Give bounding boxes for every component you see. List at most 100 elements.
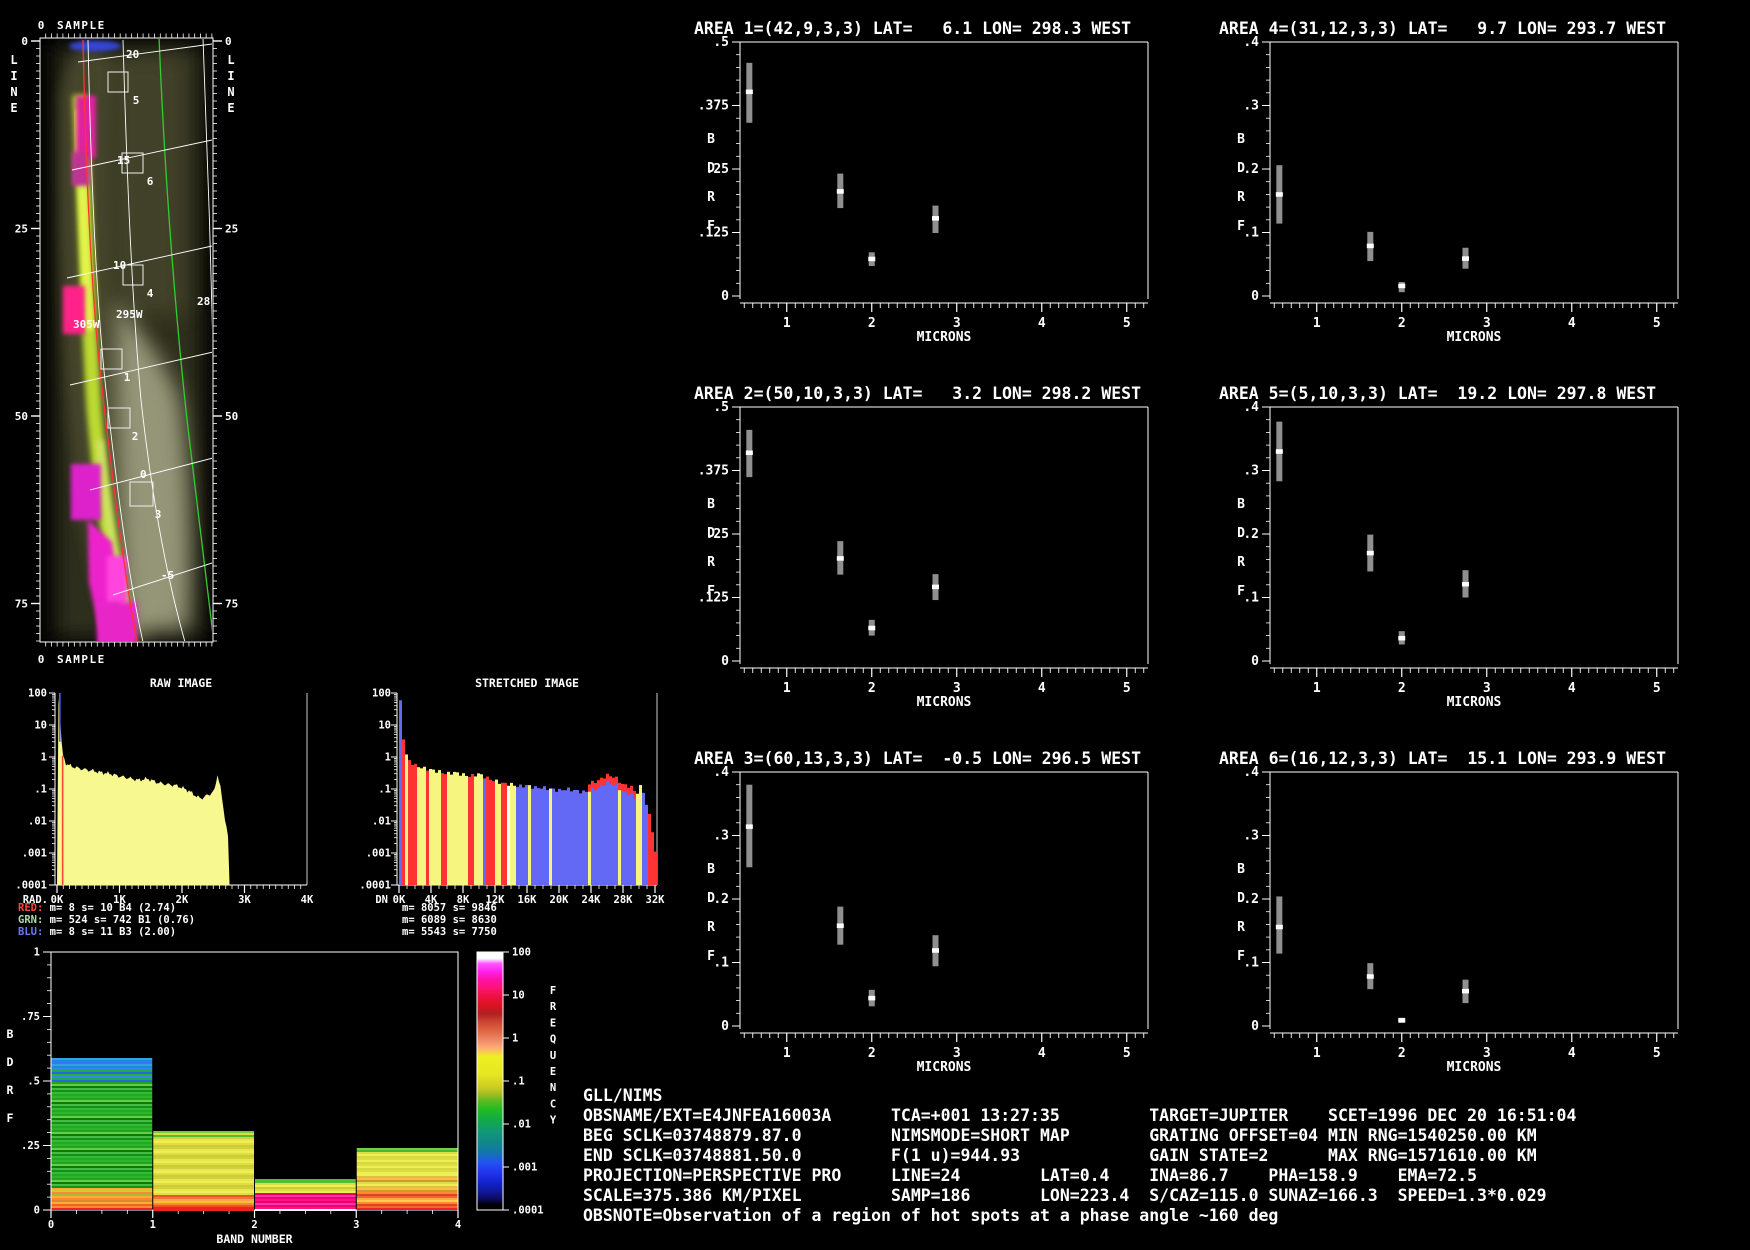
- svg-text:1K: 1K: [113, 894, 126, 906]
- svg-text:4: 4: [455, 1219, 461, 1231]
- svg-text:D: D: [707, 161, 715, 176]
- svg-text:4: 4: [1568, 681, 1576, 696]
- svg-text:0: 0: [38, 19, 45, 32]
- svg-text:SAMPLE: SAMPLE: [57, 19, 106, 32]
- svg-text:5: 5: [1653, 316, 1661, 331]
- svg-text:B: B: [707, 132, 715, 147]
- svg-text:DN: DN: [375, 894, 388, 906]
- svg-text:0: 0: [1251, 289, 1259, 304]
- svg-text:75: 75: [225, 598, 238, 611]
- footer-line-projection: PROJECTION=PERSPECTIVE PRO LINE=24 LAT=0…: [583, 1166, 1478, 1185]
- raw-image-histogram: RAW IMAGE 100 10 1 .1 .01 .001 .0001 0K 1K 2K 3K 4K R…: [15, 676, 314, 938]
- footer-line-instrument: GLL/NIMS: [583, 1086, 663, 1105]
- svg-text:20K: 20K: [550, 894, 570, 906]
- svg-text:10: 10: [512, 990, 525, 1002]
- svg-text:.001: .001: [512, 1162, 537, 1174]
- svg-text:.4: .4: [1243, 400, 1259, 415]
- svg-text:50: 50: [15, 410, 28, 423]
- svg-text:.3: .3: [1243, 829, 1259, 844]
- svg-text:.1: .1: [378, 784, 391, 796]
- svg-text:4: 4: [1568, 316, 1576, 331]
- area5-plot-title: AREA 5=(5,10,3,3) LAT= 19.2 LON= 297.8 W…: [1219, 384, 1657, 403]
- svg-text:R: R: [707, 920, 715, 935]
- area4-plot-title: AREA 4=(31,12,3,3) LAT= 9.7 LON= 293.7 W…: [1219, 19, 1667, 38]
- area-box-label-2: 2: [132, 430, 139, 443]
- svg-text:MICRONS: MICRONS: [1447, 1060, 1502, 1075]
- svg-text:.5: .5: [713, 35, 729, 50]
- svg-text:1: 1: [150, 1219, 156, 1231]
- svg-text:.2: .2: [1243, 892, 1259, 907]
- svg-text:.4: .4: [1243, 35, 1259, 50]
- svg-text:1: 1: [783, 316, 791, 331]
- svg-text:R: R: [550, 1001, 557, 1013]
- area-box-5: [107, 71, 129, 93]
- svg-text:E: E: [10, 101, 17, 115]
- svg-text:0: 0: [1251, 654, 1259, 669]
- svg-text:0: 0: [1251, 1019, 1259, 1034]
- grid-label--5: -5: [161, 569, 174, 582]
- svg-text:B: B: [1237, 497, 1245, 512]
- svg-text:100: 100: [28, 688, 47, 700]
- raw-hist-stat-grn: GRN: m= 524 s= 742 B1 (0.76): [18, 914, 195, 926]
- svg-text:B: B: [707, 862, 715, 877]
- footer-line-end-sclk: END SCLK=03748881.50.0 F(1 u)=944.93 GAI…: [583, 1146, 1537, 1165]
- svg-text:MICRONS: MICRONS: [917, 330, 972, 345]
- svg-text:D: D: [1237, 891, 1245, 906]
- svg-text:1: 1: [1313, 316, 1321, 331]
- svg-text:N: N: [550, 1082, 556, 1094]
- svg-text:MICRONS: MICRONS: [917, 1060, 972, 1075]
- svg-text:0K: 0K: [51, 894, 64, 906]
- svg-text:L: L: [10, 53, 17, 67]
- svg-text:5: 5: [1123, 681, 1131, 696]
- svg-text:0: 0: [21, 35, 28, 48]
- grid-label-10: 10: [113, 259, 126, 272]
- svg-text:.75: .75: [21, 1011, 40, 1023]
- svg-text:5: 5: [1123, 1046, 1131, 1061]
- svg-text:.0001: .0001: [512, 1205, 544, 1217]
- svg-text:75: 75: [15, 598, 28, 611]
- svg-text:.001: .001: [22, 848, 47, 860]
- area-box-label-4: 4: [147, 287, 154, 300]
- svg-text:3: 3: [1483, 1046, 1491, 1061]
- grid-label-0: 0: [140, 468, 147, 481]
- area6-plot-title: AREA 6=(16,12,3,3) LAT= 15.1 LON= 293.9 …: [1219, 749, 1667, 768]
- footer-line-beg-sclk: BEG SCLK=03748879.87.0 NIMSMODE=SHORT MA…: [583, 1126, 1537, 1145]
- svg-text:2: 2: [251, 1219, 257, 1231]
- svg-text:4: 4: [1038, 1046, 1046, 1061]
- svg-text:D: D: [1237, 161, 1245, 176]
- svg-text:.375: .375: [698, 464, 729, 479]
- svg-text:B: B: [7, 1027, 14, 1041]
- svg-text:1: 1: [41, 752, 47, 764]
- svg-text:D: D: [707, 526, 715, 541]
- svg-text:F: F: [1237, 584, 1245, 599]
- area-box-2: [107, 407, 131, 429]
- grid-label-28: 28: [197, 295, 210, 308]
- svg-text:1: 1: [34, 947, 40, 959]
- svg-text:RAW IMAGE: RAW IMAGE: [150, 676, 212, 690]
- svg-text:8K: 8K: [457, 894, 470, 906]
- svg-text:1: 1: [1313, 1046, 1321, 1061]
- svg-text:.2: .2: [713, 892, 729, 907]
- svg-text:0: 0: [48, 1219, 54, 1231]
- svg-text:B: B: [1237, 862, 1245, 877]
- grid-label-15: 15: [117, 154, 130, 167]
- svg-text:2: 2: [868, 1046, 876, 1061]
- svg-text:0K: 0K: [393, 894, 406, 906]
- svg-text:.5: .5: [27, 1076, 40, 1088]
- svg-text:3: 3: [1483, 681, 1491, 696]
- svg-text:16K: 16K: [518, 894, 538, 906]
- svg-text:3: 3: [953, 1046, 961, 1061]
- svg-text:25: 25: [225, 223, 238, 236]
- svg-text:R: R: [1237, 920, 1245, 935]
- svg-text:3: 3: [953, 681, 961, 696]
- svg-text:E: E: [550, 1017, 556, 1029]
- stretched-hist-stat-0: m= 8057 s= 9846: [402, 902, 497, 914]
- grid-label-20: 20: [126, 48, 139, 61]
- lat-lon-graticule: [66, 39, 212, 641]
- area-box-label-3: 3: [155, 508, 162, 521]
